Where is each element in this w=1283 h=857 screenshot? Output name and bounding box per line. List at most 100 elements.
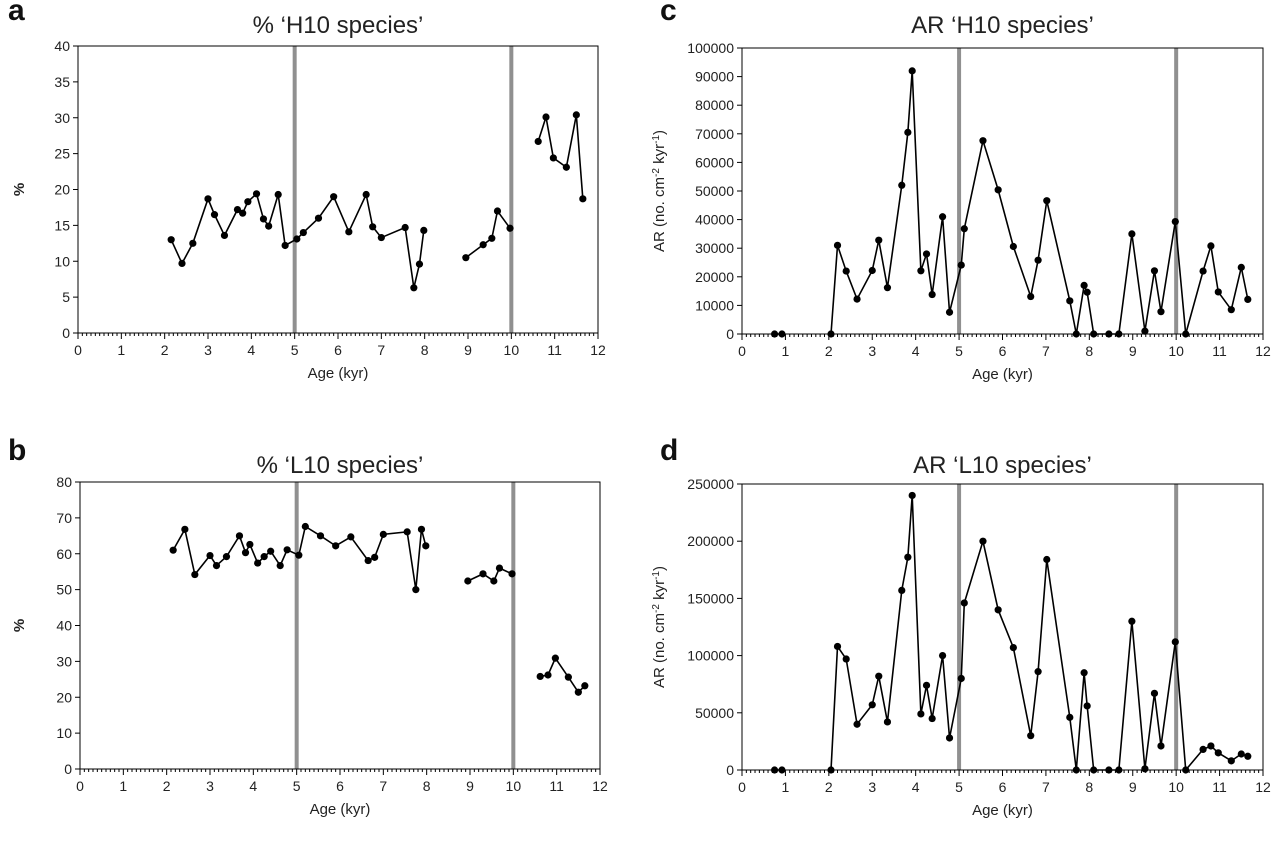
x-tick-label: 7 bbox=[377, 342, 385, 358]
data-point bbox=[220, 231, 229, 240]
x-tick-label: 12 bbox=[590, 342, 606, 358]
data-point bbox=[1199, 267, 1207, 275]
data-point bbox=[1027, 292, 1035, 301]
x-tick-label: 6 bbox=[999, 343, 1007, 359]
data-point bbox=[572, 111, 580, 119]
data-point bbox=[1171, 638, 1179, 646]
x-tick-label: 0 bbox=[76, 778, 84, 794]
data-point bbox=[369, 223, 377, 231]
y-tick-label: 50000 bbox=[695, 183, 734, 199]
data-point bbox=[464, 577, 472, 585]
data-point bbox=[189, 239, 197, 247]
data-point bbox=[833, 241, 842, 249]
data-point bbox=[1034, 256, 1042, 264]
x-tick-label: 10 bbox=[506, 778, 522, 794]
data-point bbox=[827, 330, 835, 338]
data-point bbox=[191, 570, 199, 579]
y-tick-label: 70 bbox=[56, 510, 72, 526]
data-point bbox=[574, 688, 582, 696]
y-tick-label: 100000 bbox=[687, 40, 734, 56]
data-point bbox=[259, 215, 268, 223]
data-point bbox=[1199, 745, 1207, 754]
data-point bbox=[254, 559, 262, 567]
data-point bbox=[875, 672, 883, 680]
data-point bbox=[922, 250, 931, 258]
data-point bbox=[420, 226, 428, 234]
data-point bbox=[403, 528, 411, 536]
data-point bbox=[922, 681, 931, 689]
x-tick-label: 10 bbox=[504, 342, 520, 358]
x-tick-label: 4 bbox=[912, 779, 920, 795]
x-tick-label: 4 bbox=[912, 343, 920, 359]
data-point bbox=[299, 228, 307, 237]
chart-panel-d: d AR ‘L10 species’ 0 50000 100000 150000 2000… bbox=[642, 434, 1282, 857]
y-tick-label: 150000 bbox=[687, 590, 734, 606]
data-point bbox=[364, 556, 372, 565]
x-tick-label: 4 bbox=[249, 778, 257, 794]
plot-frame bbox=[741, 47, 1264, 335]
panel-letter: c bbox=[660, 0, 677, 27]
x-tick-label: 0 bbox=[738, 343, 746, 359]
y-tick-label: 250000 bbox=[687, 476, 734, 492]
data-point bbox=[898, 586, 906, 594]
data-point bbox=[778, 330, 786, 338]
data-point bbox=[222, 553, 231, 561]
chart-panel-c: c AR ‘H10 species’ 0 10000 20000 30000 40000 5… bbox=[642, 0, 1282, 417]
data-point bbox=[169, 546, 177, 554]
data-point bbox=[979, 137, 987, 145]
data-point bbox=[1244, 752, 1252, 760]
data-point bbox=[206, 551, 214, 560]
x-tick-label: 9 bbox=[466, 778, 474, 794]
data-point bbox=[371, 553, 379, 561]
data-point bbox=[957, 674, 965, 683]
data-point bbox=[1043, 197, 1051, 205]
series-line-segment-1 bbox=[830, 70, 1249, 335]
data-point bbox=[833, 642, 842, 651]
data-point bbox=[1083, 702, 1091, 710]
data-point bbox=[868, 701, 876, 709]
x-tick-label: 0 bbox=[738, 779, 746, 795]
data-point bbox=[274, 190, 282, 199]
y-tick-label: 0 bbox=[726, 762, 734, 778]
data-point bbox=[536, 672, 544, 681]
data-point bbox=[1128, 617, 1136, 625]
data-point bbox=[1150, 267, 1159, 275]
data-point bbox=[301, 522, 309, 531]
chart-title: AR ‘H10 species’ bbox=[911, 12, 1094, 39]
data-point bbox=[293, 235, 301, 243]
x-tick-label: 1 bbox=[782, 779, 790, 795]
data-point bbox=[1034, 668, 1042, 676]
data-point bbox=[883, 718, 892, 726]
data-point bbox=[957, 261, 965, 269]
y-tick-label: 30000 bbox=[695, 240, 734, 256]
y-tick-label: 100000 bbox=[687, 648, 734, 664]
data-point bbox=[347, 533, 355, 541]
data-point bbox=[908, 491, 916, 500]
y-tick-label: 10000 bbox=[695, 297, 734, 313]
data-point bbox=[904, 553, 912, 561]
data-point bbox=[241, 549, 250, 557]
x-tick-label: 1 bbox=[117, 342, 125, 358]
plot-frame bbox=[79, 481, 601, 770]
data-point bbox=[917, 267, 925, 275]
data-point bbox=[330, 193, 338, 201]
data-point bbox=[778, 766, 786, 774]
data-point bbox=[1237, 263, 1245, 271]
data-point bbox=[1207, 242, 1215, 250]
data-point bbox=[549, 154, 557, 162]
data-point bbox=[1066, 297, 1074, 305]
data-point bbox=[1072, 330, 1080, 338]
plot-frame bbox=[77, 45, 599, 334]
data-point bbox=[281, 241, 289, 250]
x-axis-label: Age (kyr) bbox=[308, 365, 369, 382]
data-point bbox=[883, 284, 892, 292]
data-point bbox=[233, 205, 242, 214]
x-tick-label: 3 bbox=[868, 343, 876, 359]
x-axis-label: Age (kyr) bbox=[972, 802, 1033, 819]
x-tick-label: 11 bbox=[549, 778, 564, 794]
data-point bbox=[377, 233, 385, 242]
chart-title: % ‘H10 species’ bbox=[253, 12, 424, 39]
y-axis-label: AR (no. cm-2 kyr-1) bbox=[651, 130, 669, 252]
